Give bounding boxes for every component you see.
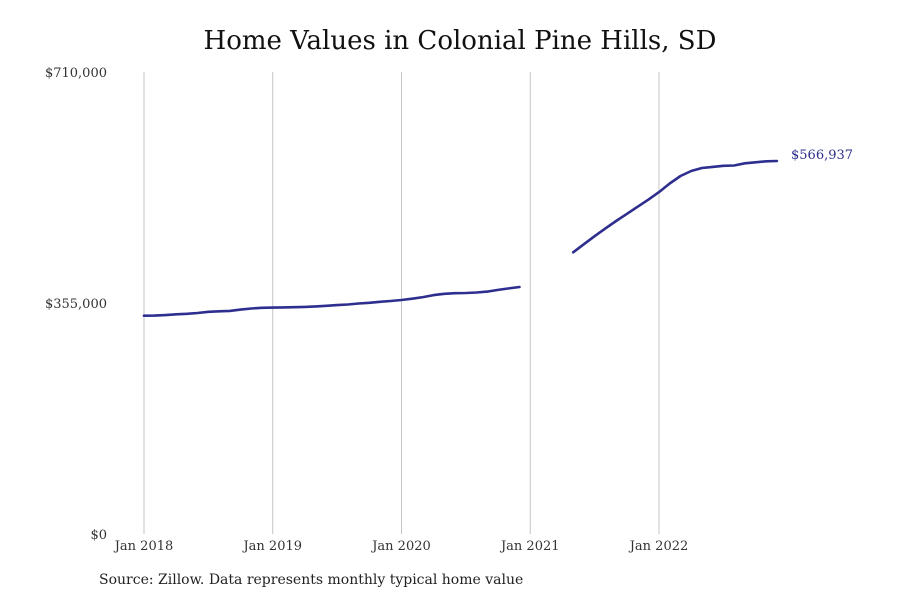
x-axis-ticks: Jan 2018 Jan 2019 Jan 2020 Jan 2021 Jan 2022 [113,539,689,554]
x-tick-label: Jan 2018 [113,539,174,554]
y-tick-label: $0 [90,528,107,543]
series-line-segment [142,285,521,318]
y-tick-label: $710,000 [45,66,107,81]
source-note: Source: Zillow. Data represents monthly … [99,572,524,588]
x-tick-label: Jan 2021 [499,539,560,554]
x-tick-label: Jan 2020 [370,539,431,554]
y-axis-ticks: $0 $355,000 $710,000 [45,66,107,543]
y-tick-label: $355,000 [45,297,107,312]
series-line-segment [571,159,779,254]
end-value-label: $566,937 [791,148,853,163]
chart-title: Home Values in Colonial Pine Hills, SD [203,26,717,56]
gridlines [143,72,660,534]
x-tick-label: Jan 2022 [628,539,689,554]
series-lines [142,159,779,318]
data-labels: $566,937 [791,148,853,163]
x-tick-label: Jan 2019 [241,539,302,554]
